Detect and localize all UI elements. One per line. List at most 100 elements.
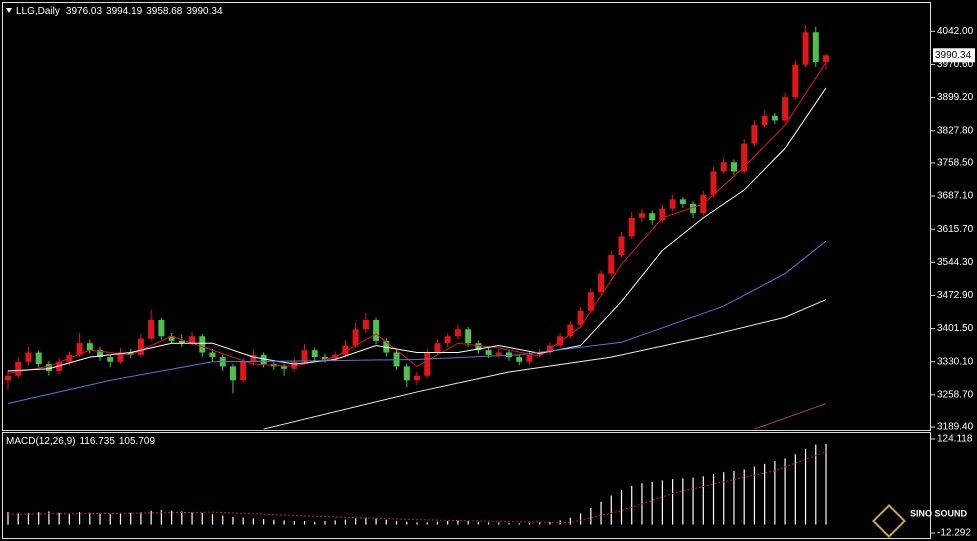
candle-body: [281, 366, 288, 369]
candle-body: [250, 354, 257, 362]
y-tick-label: 3472.90: [937, 290, 974, 301]
candle-body: [229, 366, 236, 381]
candle-body: [782, 97, 789, 121]
candle-body: [117, 352, 124, 362]
candle-body: [45, 364, 52, 372]
high-value: 3994.19: [106, 6, 143, 17]
y-tick-label: 124.118: [937, 434, 973, 445]
candle-body: [751, 125, 758, 144]
moving-average: [754, 403, 827, 430]
candle-body: [741, 143, 748, 172]
y-tick-label: 3615.70: [937, 224, 974, 235]
last-price-label: 3990.34: [935, 50, 972, 61]
candle-body: [86, 343, 93, 351]
y-tick-label: 3970.60: [937, 59, 974, 70]
y-tick-label: 3758.50: [937, 158, 974, 169]
candle-body: [669, 199, 676, 209]
candle-body: [5, 375, 11, 381]
candle-body: [587, 292, 594, 311]
candle-body: [168, 336, 175, 341]
candle-body: [434, 343, 441, 353]
candle-body: [56, 361, 63, 372]
candle-body: [526, 354, 533, 362]
candle-body: [107, 357, 114, 362]
candle-body: [557, 336, 564, 346]
y-tick-label: 3827.80: [937, 125, 974, 136]
candle-body: [178, 340, 185, 344]
y-tick-label: 3687.10: [937, 191, 974, 202]
candle-body: [495, 352, 502, 355]
candle-body: [792, 64, 799, 98]
y-tick-label: 3544.30: [937, 257, 974, 268]
candle-body: [690, 203, 697, 214]
candle-body: [148, 320, 155, 339]
candle-body: [199, 336, 206, 353]
candle-body: [628, 217, 635, 237]
moving-average: [7, 62, 827, 374]
candle-body: [25, 352, 32, 362]
candle-body: [444, 336, 451, 344]
candle-body: [516, 357, 523, 362]
candle-body: [802, 32, 809, 65]
candle-body: [373, 320, 380, 341]
y-tick-label: 3258.70: [937, 390, 974, 401]
y-tick-label: 3401.50: [937, 323, 974, 334]
y-tick-label: 4042.00: [937, 26, 974, 37]
candle-body: [771, 115, 778, 121]
candle-body: [311, 350, 318, 358]
candle-body: [301, 350, 308, 362]
y-tick-label: 3899.20: [937, 92, 974, 103]
signal-value: 105.709: [119, 436, 156, 447]
price-panel: [2, 2, 931, 431]
signal-line: [7, 451, 827, 523]
candle-body: [76, 343, 83, 355]
menu-arrow[interactable]: [6, 8, 12, 13]
candle-body: [608, 255, 615, 274]
candle-body: [342, 345, 349, 355]
candle-body: [403, 366, 410, 381]
logo: SINO SOUND: [872, 504, 968, 538]
open-value: 3976.03: [66, 6, 103, 17]
macd-header: MACD(12,26,9) 116.735 105.709: [6, 436, 155, 447]
chart-title: LLG,Daily: [16, 6, 60, 17]
candle-body: [465, 329, 472, 344]
candle-body: [649, 213, 656, 221]
candle-body: [730, 162, 737, 172]
candle-body: [291, 361, 298, 369]
y-tick-label: 3189.40: [937, 422, 974, 433]
candle-body: [823, 55, 829, 62]
candle-body: [710, 171, 717, 195]
candle-body: [352, 329, 359, 346]
candle-body: [577, 310, 584, 325]
candle-body: [638, 213, 645, 218]
candle-body: [812, 32, 819, 62]
y-tick-label: -12.292: [937, 528, 971, 539]
candle-body: [485, 350, 492, 355]
candle-body: [260, 354, 267, 365]
candle-body: [137, 338, 144, 355]
candle-body: [475, 343, 482, 351]
candle-body: [158, 320, 165, 337]
candle-body: [598, 273, 605, 293]
candle-body: [618, 236, 625, 256]
price-header: LLG,Daily 3976.03 3994.19 3958.68 3990.34: [16, 6, 223, 17]
candle-body: [362, 320, 369, 330]
candle-body: [414, 375, 420, 381]
macd-value: 116.735: [79, 436, 115, 447]
candle-body: [189, 336, 196, 344]
candle-body: [567, 324, 574, 337]
candle-body: [720, 162, 727, 172]
macd-title: MACD(12,26,9): [6, 436, 75, 447]
candle-body: [383, 340, 390, 353]
candle-body: [35, 352, 42, 365]
watermark: SINO SOUND: [910, 508, 968, 518]
candle-body: [127, 352, 134, 355]
candle-body: [761, 115, 768, 126]
low-value: 3958.68: [146, 6, 183, 17]
moving-average: [7, 240, 827, 405]
macd-panel: [2, 432, 931, 539]
last-price-box: [933, 48, 975, 63]
candle-body: [209, 352, 216, 358]
